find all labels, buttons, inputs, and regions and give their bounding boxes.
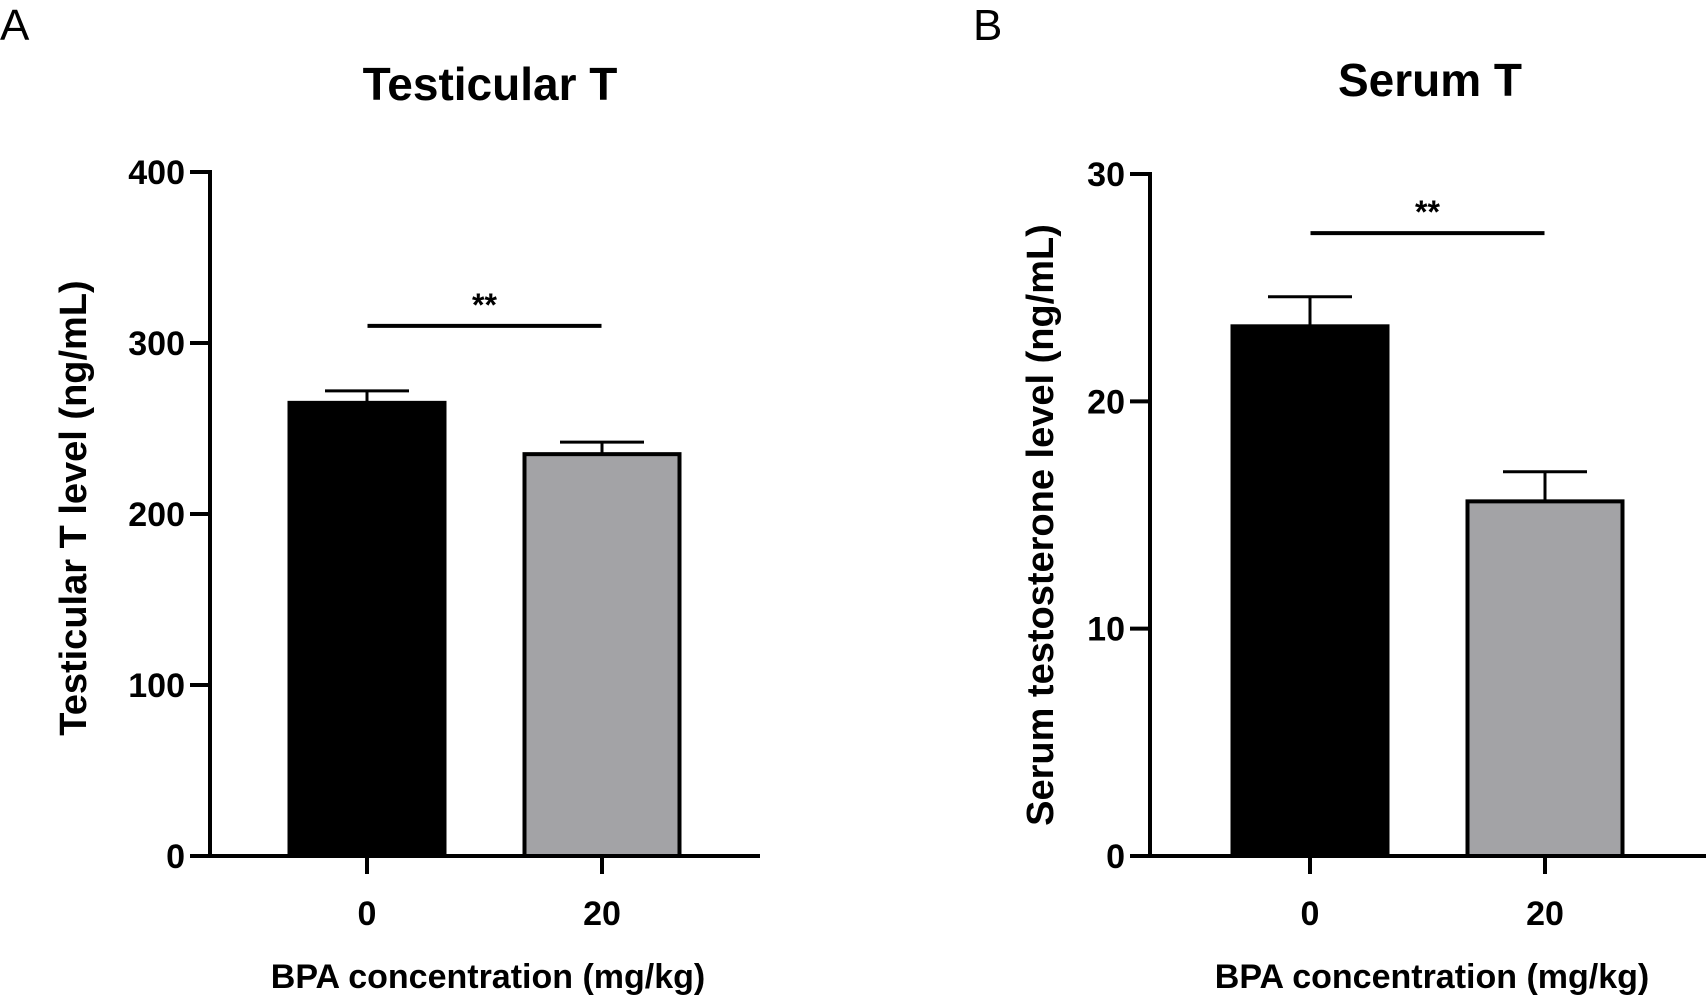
panel-b-letter: B [973, 1, 1002, 50]
panel-b-significance-label: ** [1415, 194, 1440, 230]
panel-a-y-tick-label-200: 200 [128, 496, 185, 534]
panel-a-plot-area: 0 100 200 300 400 0 20 ** [128, 154, 760, 933]
panel-a-bar-20 [522, 452, 682, 858]
panel-a-bar-0 [287, 400, 447, 858]
panel-b-y-tick-label-0: 0 [1106, 838, 1125, 876]
panel-b-x-axis-label: BPA concentration (mg/kg) [1215, 958, 1649, 996]
panel-a-y-tick-label-400: 400 [128, 154, 185, 192]
panel-a-y-axis-label: Testicular T level (ng/mL) [53, 280, 95, 735]
panel-a-title: Testicular T [363, 58, 618, 110]
panel-b-y-tick-label-20: 20 [1087, 383, 1125, 421]
panel-a-y-tick-label-100: 100 [128, 667, 185, 705]
panel-a-letter: A [0, 1, 30, 50]
panel-a-y-tick-label-0: 0 [166, 838, 185, 876]
panel-a-y-tick-label-300: 300 [128, 325, 185, 363]
panel-a-chart: A Testicular T Testicular T level (ng/mL… [0, 1, 760, 996]
panel-b-y-tick-label-10: 10 [1087, 611, 1125, 649]
panel-b-plot-area: 0 10 20 30 0 20 ** [1087, 156, 1706, 933]
panel-a-x-axis-label: BPA concentration (mg/kg) [271, 958, 705, 996]
panel-b-title: Serum T [1338, 54, 1522, 106]
panel-b-x-tick-label-20: 20 [1526, 895, 1564, 933]
panel-a-significance-label: ** [472, 287, 497, 323]
panel-a-x-tick-label-20: 20 [583, 895, 621, 933]
panel-b-x-tick-label-0: 0 [1301, 895, 1320, 933]
panel-b-bar-0 [1230, 324, 1390, 858]
panel-b-y-axis-label: Serum testosterone level (ng/mL) [1020, 224, 1062, 826]
panel-b-chart: B Serum T Serum testosterone level (ng/m… [973, 1, 1706, 996]
panel-b-bar-20 [1465, 499, 1625, 858]
panel-b-y-tick-label-30: 30 [1087, 156, 1125, 194]
panel-a-x-tick-label-0: 0 [358, 895, 377, 933]
